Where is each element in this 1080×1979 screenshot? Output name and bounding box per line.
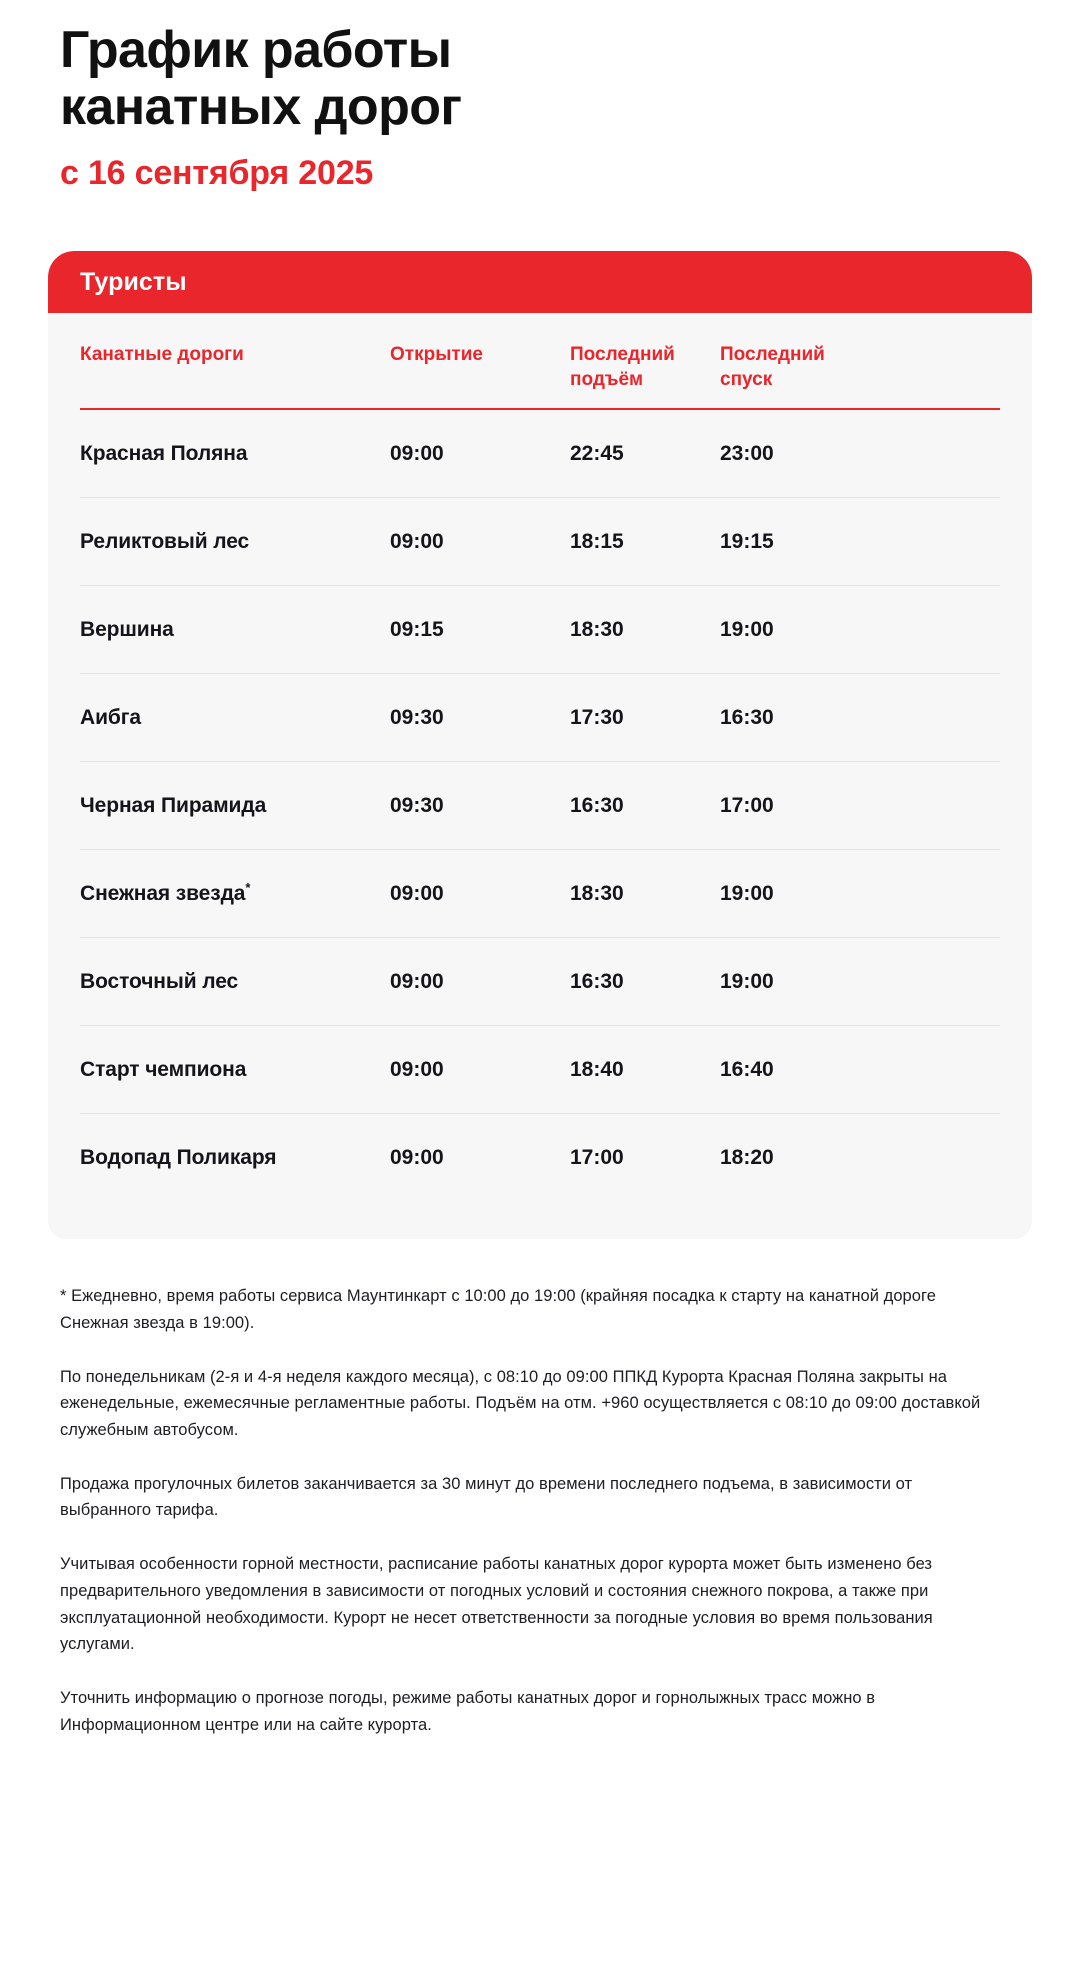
- cell-opening-time: 09:00: [390, 442, 444, 465]
- table-row: Старт чемпиона 09:00 18:40 16:40: [80, 1026, 1000, 1115]
- note-paragraph: Учитывая особенности горной местности, р…: [60, 1555, 933, 1654]
- cell-last-descent-time: 19:15: [720, 530, 774, 553]
- cell-opening-time: 09:00: [390, 530, 444, 553]
- cell-last-ascent-time: 18:40: [570, 1058, 624, 1081]
- page-subtitle-date: с 16 сентября 2025: [60, 154, 374, 193]
- cell-cableway-name: Аибга: [80, 706, 141, 729]
- table-row: Реликтовый лес 09:00 18:15 19:15: [80, 498, 1000, 587]
- cell-last-ascent-time: 17:00: [570, 1146, 624, 1169]
- table-row: Снежная звезда* 09:00 18:30 19:00: [80, 850, 1000, 939]
- cell-cableway-name: Реликтовый лес: [80, 530, 250, 553]
- cell-last-descent-time: 19:00: [720, 882, 774, 905]
- card-banner-title: Туристы: [80, 267, 187, 296]
- cell-opening-time: 09:15: [390, 618, 444, 641]
- cell-last-descent-time: 17:00: [720, 794, 774, 817]
- cell-last-ascent-time: 18:30: [570, 882, 624, 905]
- cell-last-ascent-time: 18:15: [570, 530, 624, 553]
- cell-last-descent-time: 18:20: [720, 1146, 774, 1169]
- cell-last-descent-time: 16:30: [720, 706, 774, 729]
- notes-section: * Ежедневно, время работы сервиса Маунти…: [0, 1239, 1080, 1738]
- schedule-table: Канатные дороги Открытие Последний подъё…: [48, 313, 1032, 1201]
- cell-cableway-name: Восточный лес: [80, 970, 239, 993]
- note-paragraph: По понедельникам (2-я и 4-я неделя каждо…: [60, 1367, 981, 1439]
- cell-last-ascent-time: 18:30: [570, 618, 624, 641]
- cell-opening-time: 09:00: [390, 882, 444, 905]
- table-body: Красная Поляна 09:00 22:45 23:00 Реликтовый …: [80, 410, 1000, 1201]
- cell-opening-time: 09:30: [390, 706, 444, 729]
- page-title: График работы канатных дорог: [60, 21, 462, 137]
- column-header-name: Канатные дороги: [80, 344, 244, 366]
- cell-opening-time: 09:00: [390, 1146, 444, 1169]
- table-row: Красная Поляна 09:00 22:45 23:00: [80, 410, 1000, 499]
- cell-last-descent-time: 19:00: [720, 618, 774, 641]
- table-row: Восточный лес 09:00 16:30 19:00: [80, 938, 1000, 1027]
- cell-cableway-name: Вершина: [80, 618, 174, 641]
- cell-last-ascent-time: 22:45: [570, 442, 624, 465]
- cell-last-descent-time: 23:00: [720, 442, 774, 465]
- note-paragraph: Продажа прогулочных билетов заканчиваетс…: [60, 1474, 913, 1520]
- cell-opening-time: 09:30: [390, 794, 444, 817]
- cell-opening-time: 09:00: [390, 970, 444, 993]
- note-paragraph: * Ежедневно, время работы сервиса Маунти…: [60, 1287, 936, 1332]
- column-header-last-down: Последний спуск: [720, 344, 825, 390]
- cell-cableway-name: Водопад Поликаря: [80, 1146, 277, 1169]
- card-banner: Туристы: [48, 251, 1032, 314]
- page-header: График работы канатных дорог с 16 сентяб…: [0, 0, 1080, 193]
- table-row: Черная Пирамида 09:30 16:30 17:00: [80, 762, 1000, 851]
- footnote-asterisk: *: [245, 880, 251, 895]
- table-row: Аибга 09:30 17:30 16:30: [80, 674, 1000, 763]
- schedule-card: Туристы Канатные дороги Открытие Последн…: [48, 251, 1032, 1240]
- cell-last-ascent-time: 17:30: [570, 706, 624, 729]
- column-header-last-up: Последний подъём: [570, 344, 675, 390]
- cell-last-descent-time: 19:00: [720, 970, 774, 993]
- cell-last-ascent-time: 16:30: [570, 794, 624, 817]
- cell-last-descent-time: 16:40: [720, 1058, 774, 1081]
- cell-cableway-name: Снежная звезда*: [80, 880, 251, 905]
- cell-cableway-name: Старт чемпиона: [80, 1058, 247, 1081]
- note-paragraph: Уточнить информацию о прогнозе погоды, р…: [60, 1689, 876, 1734]
- cell-cableway-name: Красная Поляна: [80, 442, 248, 465]
- column-header-opening: Открытие: [390, 344, 483, 366]
- table-row: Вершина 09:15 18:30 19:00: [80, 586, 1000, 675]
- cell-opening-time: 09:00: [390, 1058, 444, 1081]
- table-row: Водопад Поликаря 09:00 17:00 18:20: [80, 1114, 1000, 1201]
- cell-last-ascent-time: 16:30: [570, 970, 624, 993]
- table-header-row: Канатные дороги Открытие Последний подъё…: [80, 313, 1000, 411]
- cell-cableway-name: Черная Пирамида: [80, 794, 267, 817]
